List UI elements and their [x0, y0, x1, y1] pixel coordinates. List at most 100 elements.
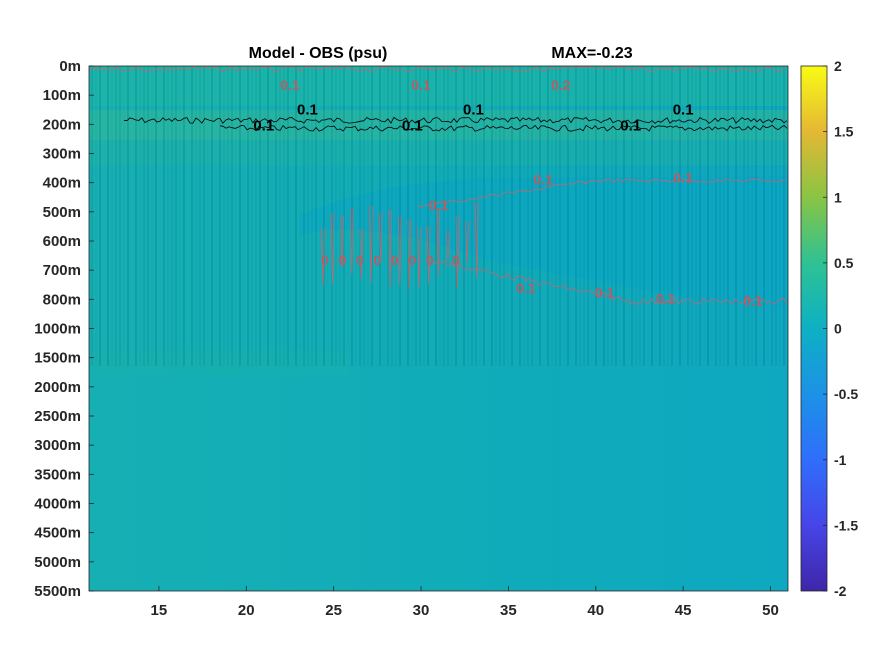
x-axis-ticks: 15 20 25 30 35 40 45 50	[151, 586, 779, 619]
streak	[771, 66, 773, 366]
contour-spike	[369, 205, 373, 284]
streak	[255, 66, 257, 366]
streak	[259, 66, 261, 366]
streak	[263, 66, 265, 366]
y-tick-label: 5500m	[34, 583, 81, 600]
streak	[491, 66, 493, 366]
streak	[619, 66, 621, 366]
contour-spike	[465, 221, 469, 264]
y-tick-label: 3500m	[34, 466, 81, 483]
contour-label: 0.2	[551, 77, 571, 93]
streak	[495, 66, 497, 366]
streak	[659, 66, 661, 366]
streak	[743, 66, 745, 366]
y-tick-label: 3000m	[34, 437, 81, 454]
streak	[663, 66, 665, 366]
streak	[295, 66, 297, 366]
streak	[671, 66, 673, 366]
contour-label: 0.1	[402, 117, 423, 134]
streak	[231, 66, 233, 366]
streak	[471, 66, 473, 366]
streak	[655, 66, 657, 366]
streak	[511, 66, 513, 366]
streak	[775, 66, 777, 366]
streak	[179, 66, 181, 366]
streak	[703, 66, 705, 366]
streak	[575, 66, 577, 366]
y-tick-label: 1000m	[34, 321, 81, 338]
streak	[507, 66, 509, 366]
streak	[291, 66, 293, 366]
contour-label: 0	[321, 252, 329, 268]
streak	[395, 66, 397, 366]
streak	[359, 66, 361, 366]
streak	[239, 66, 241, 366]
streak	[215, 66, 217, 366]
streak	[195, 66, 197, 366]
streak	[119, 66, 121, 366]
streak	[503, 66, 505, 366]
chart-title: Model - OBS (psu)	[249, 45, 388, 62]
streak	[275, 66, 277, 366]
streak	[107, 66, 109, 366]
y-tick-label: 200m	[43, 116, 81, 133]
streak	[379, 66, 381, 366]
streak	[383, 66, 385, 366]
streak	[115, 66, 117, 366]
streak	[247, 66, 249, 366]
streak	[375, 66, 377, 366]
y-tick-label: 300m	[43, 146, 81, 163]
streak	[623, 66, 625, 366]
streak	[755, 66, 757, 366]
y-axis-ticks: 0m 100m 200m 300m 400m 500m 600m 700m 800m 1000m 1…	[34, 58, 94, 600]
contour-label: 0	[373, 252, 381, 268]
colorbar-tick-label: 0.5	[834, 255, 854, 271]
streak	[219, 66, 221, 366]
streak	[423, 66, 425, 366]
y-tick-label: 100m	[43, 87, 81, 104]
streak	[303, 66, 305, 366]
streak	[567, 66, 569, 366]
streak	[123, 66, 125, 366]
streak	[679, 66, 681, 366]
contour-spike	[349, 208, 354, 274]
streak	[463, 66, 465, 366]
heatmap-bands	[89, 66, 788, 375]
colorbar-tick-label: -2	[834, 583, 847, 599]
contour-label: 0.1	[429, 197, 449, 213]
streak	[691, 66, 693, 366]
streak	[419, 66, 421, 366]
streak	[783, 66, 785, 366]
contour-spike	[417, 227, 421, 288]
streak	[527, 66, 529, 366]
streak	[95, 66, 97, 366]
streak	[731, 66, 733, 366]
streak	[183, 66, 185, 366]
contour-line-400m	[417, 178, 786, 208]
streak	[627, 66, 629, 366]
contour-lines	[89, 66, 788, 305]
streak	[147, 66, 149, 366]
streak	[407, 66, 409, 366]
colorbar	[800, 65, 828, 592]
streak	[287, 66, 289, 366]
streak	[555, 66, 557, 366]
contour-label: 0.1	[656, 290, 676, 306]
streak	[611, 66, 613, 366]
contour-label: 0.1	[253, 117, 274, 134]
streak	[531, 66, 533, 366]
band-surface	[89, 66, 788, 106]
streak	[411, 66, 413, 366]
streak	[191, 66, 193, 366]
streak	[447, 66, 449, 366]
contour-spike	[426, 225, 431, 285]
contour-label: 0.1	[673, 101, 694, 118]
contour-spike	[330, 213, 335, 285]
contour-label: 0	[452, 252, 460, 268]
band-200m	[89, 110, 788, 140]
streak	[283, 66, 285, 366]
y-tick-label: 2500m	[34, 408, 81, 425]
streak	[599, 66, 601, 366]
streak	[715, 66, 717, 366]
streak	[719, 66, 721, 366]
